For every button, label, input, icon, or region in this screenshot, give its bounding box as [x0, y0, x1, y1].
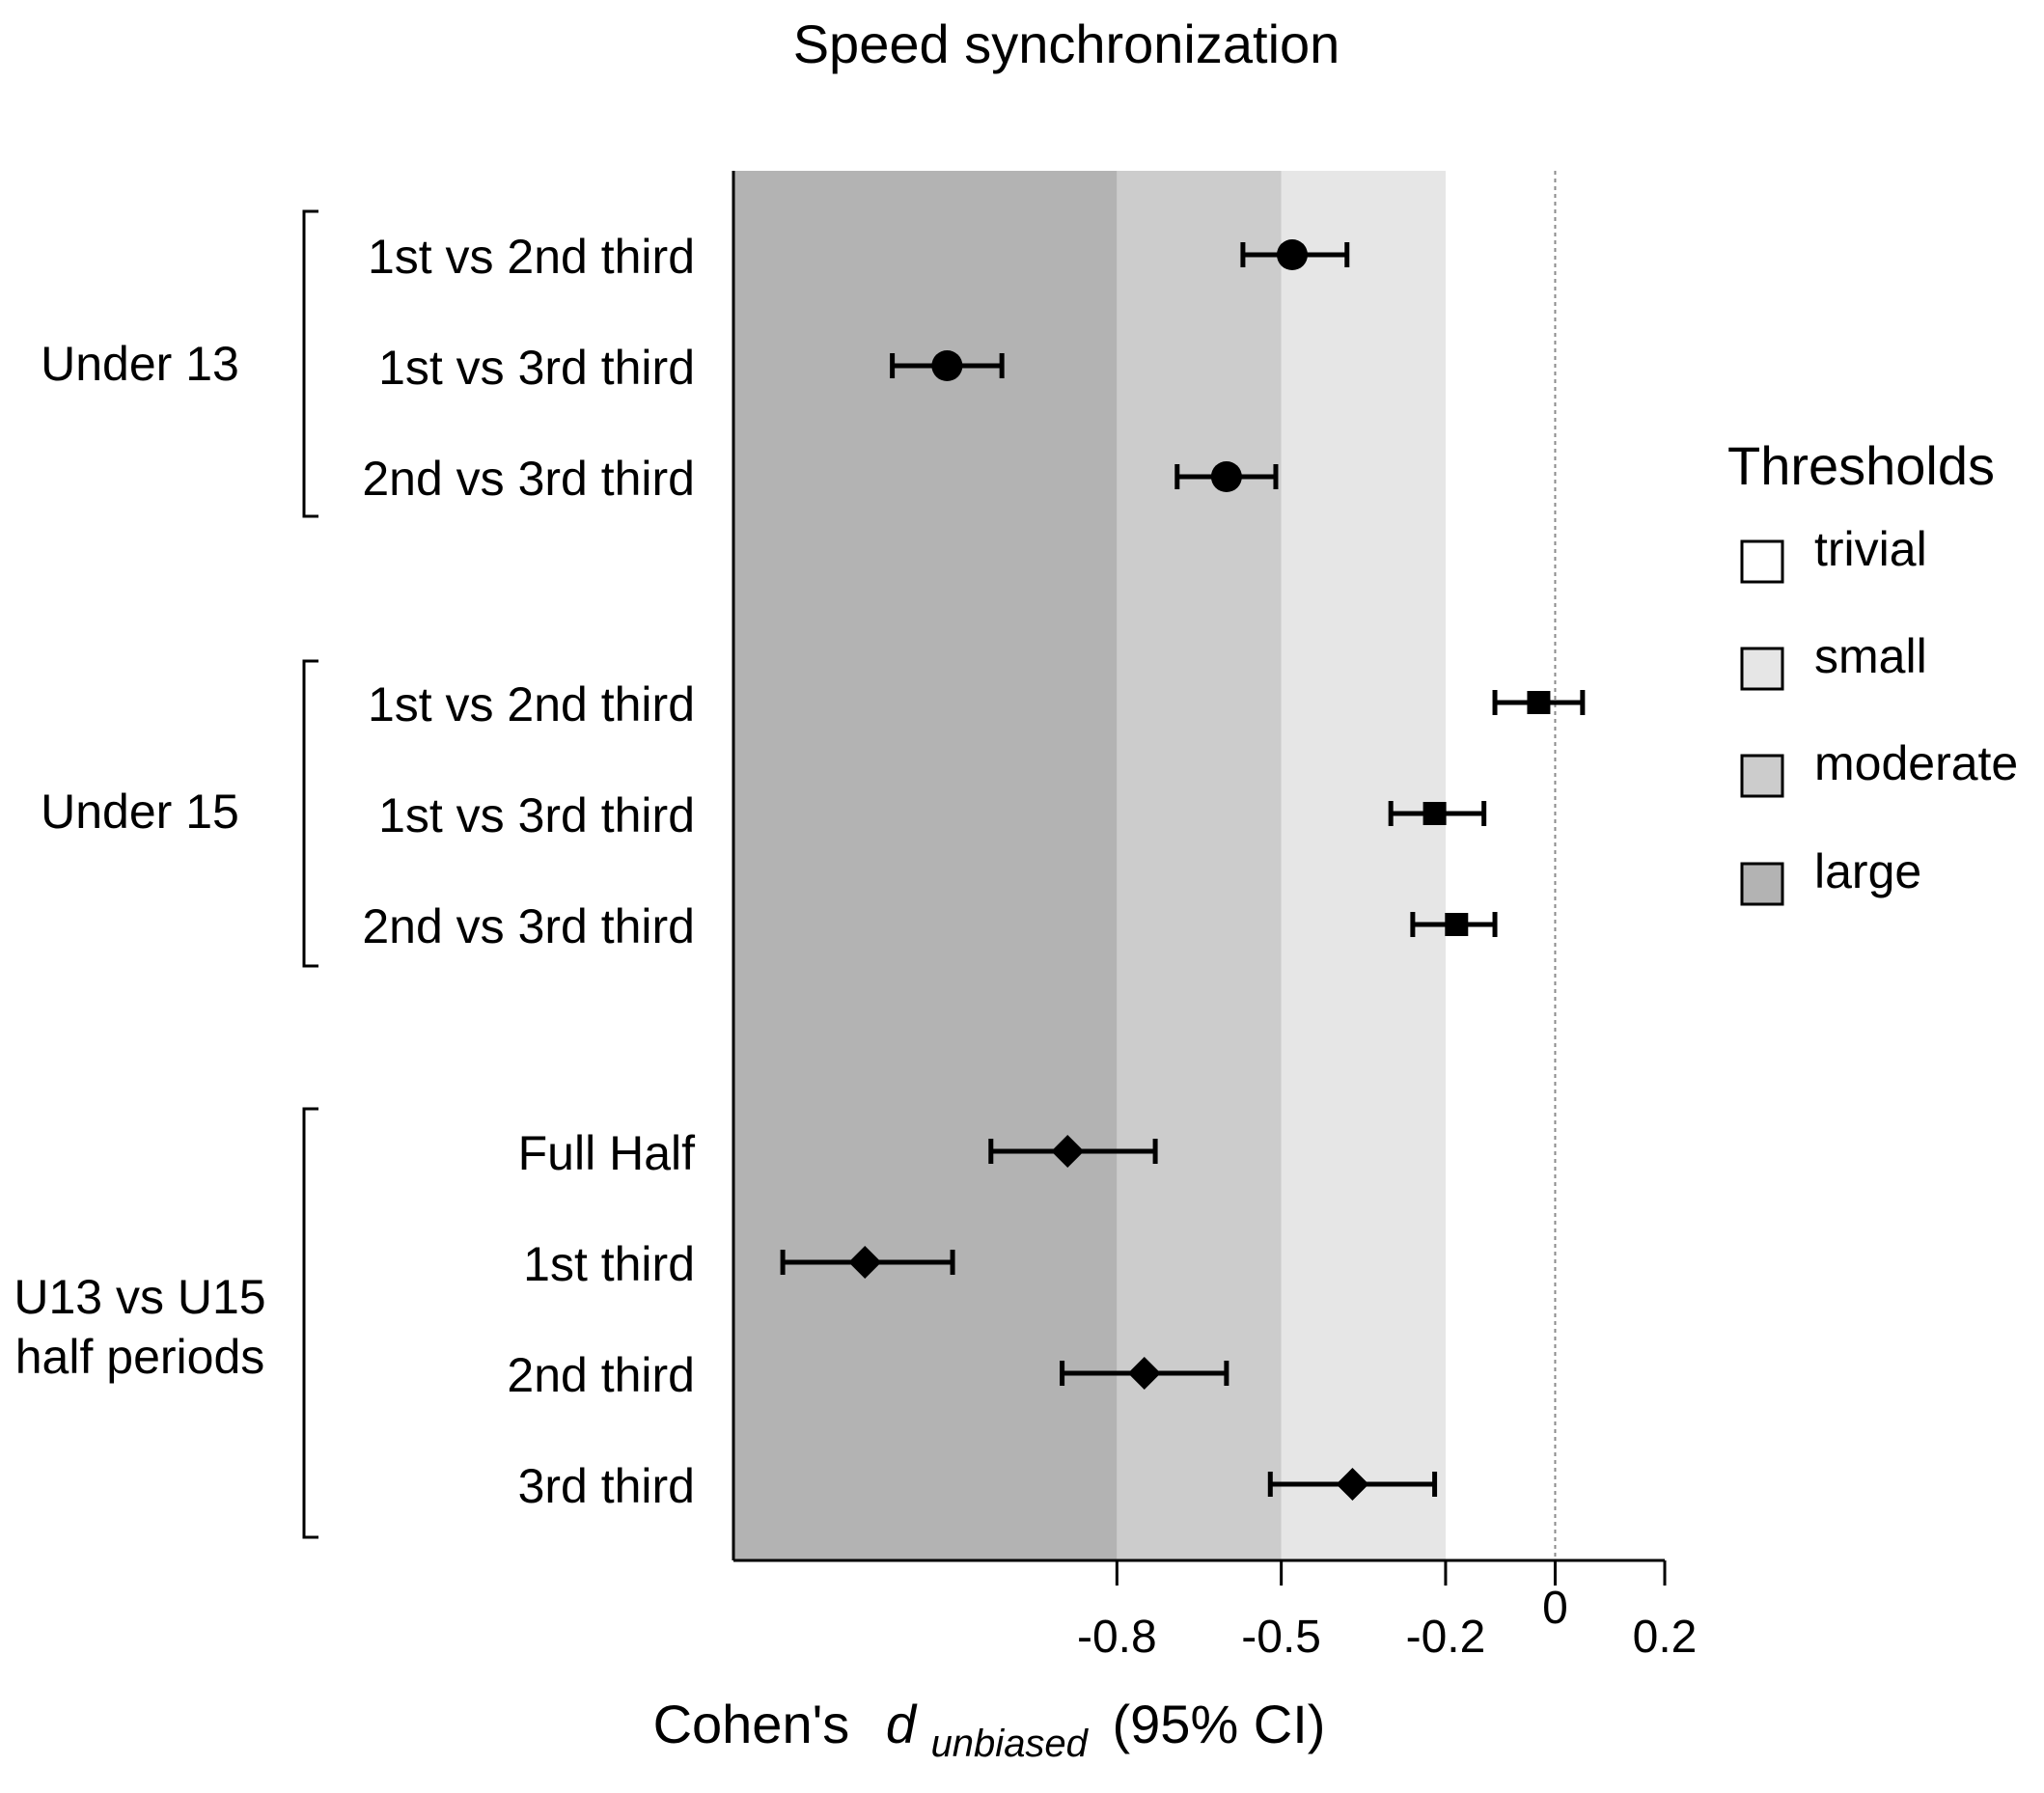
- point-diamond: [1051, 1135, 1085, 1168]
- point-circle: [1210, 461, 1242, 492]
- group-label-line: Under 13: [41, 337, 239, 391]
- row-label: 3rd third: [518, 1459, 695, 1513]
- group-label-line: U13 vs U15: [14, 1270, 265, 1324]
- legend: Thresholds trivial small moderate large: [1727, 435, 2018, 906]
- row: 1st vs 3rd third: [378, 788, 1487, 842]
- x-tick-label: -0.2: [1406, 1612, 1486, 1663]
- row: 1st vs 3rd third: [378, 341, 1005, 395]
- legend-swatch-small: [1740, 647, 1784, 691]
- row-label: 1st vs 2nd third: [368, 677, 695, 731]
- point-diamond: [1127, 1357, 1161, 1390]
- row: 1st third: [523, 1237, 955, 1291]
- row: 2nd vs 3rd third: [362, 452, 1279, 506]
- row-label: 1st vs 2nd third: [368, 230, 695, 284]
- chart-title: Speed synchronization: [793, 14, 1340, 74]
- x-axis-label-prefix: Cohen's: [653, 1694, 850, 1754]
- x-axis-label: Cohen's d unbiased (95% CI): [653, 1694, 1326, 1768]
- row-label: 2nd vs 3rd third: [362, 452, 695, 506]
- band-small: [1281, 171, 1446, 1560]
- row-label: 1st third: [523, 1237, 695, 1291]
- point-diamond: [848, 1246, 882, 1279]
- row: Full Half: [518, 1126, 1158, 1180]
- legend-swatch-trivial: [1740, 539, 1784, 584]
- band-moderate: [1117, 171, 1282, 1560]
- axes: -0.8 -0.5 -0.2 0 0.2: [732, 171, 1698, 1663]
- row: 2nd third: [507, 1348, 1229, 1402]
- point-square: [1527, 691, 1551, 714]
- x-axis-label-sub: unbiased: [931, 1723, 1090, 1765]
- legend-items: trivial small moderate large: [1740, 522, 2018, 906]
- legend-title: Thresholds: [1727, 435, 1995, 496]
- legend-swatch-large: [1740, 862, 1784, 906]
- x-tick-label: -0.5: [1241, 1612, 1321, 1663]
- point-square: [1423, 802, 1447, 825]
- row: 2nd vs 3rd third: [362, 899, 1498, 953]
- x-tick-label: 0.2: [1633, 1612, 1698, 1663]
- x-tick-label: -0.8: [1077, 1612, 1157, 1663]
- legend-swatch-moderate: [1740, 754, 1784, 798]
- legend-label-trivial: trivial: [1814, 522, 1927, 576]
- group-label: Under 15: [41, 785, 239, 839]
- point-square: [1445, 913, 1469, 936]
- group-bracket: [302, 209, 318, 518]
- x-axis-label-suffix: (95% CI): [1113, 1694, 1326, 1754]
- group-label-line: half periods: [15, 1330, 265, 1384]
- point-circle: [1277, 239, 1308, 270]
- point-diamond: [1336, 1468, 1369, 1501]
- row-label: 1st vs 3rd third: [378, 341, 695, 395]
- row-label: 2nd vs 3rd third: [362, 899, 695, 953]
- group-bracket: [302, 659, 318, 968]
- legend-label-small: small: [1814, 629, 1927, 683]
- row-label: 1st vs 3rd third: [378, 788, 695, 842]
- legend-label-large: large: [1814, 844, 1921, 898]
- row-label: 2nd third: [507, 1348, 695, 1402]
- threshold-bands: [733, 171, 1665, 1560]
- x-tick-label: 0: [1542, 1583, 1568, 1634]
- row: 3rd third: [518, 1459, 1438, 1513]
- row: 1st vs 2nd third: [368, 677, 1586, 731]
- point-circle: [931, 350, 963, 381]
- band-large: [733, 171, 1118, 1560]
- groups: Under 13 Under 15 U13 vs U15 half periods: [14, 209, 318, 1539]
- x-axis-label-var: d: [886, 1694, 918, 1754]
- group-label: Under 13: [41, 337, 239, 391]
- rows: 1st vs 2nd third 1st vs 3rd third 2nd vs 3…: [362, 230, 1586, 1513]
- row: 1st vs 2nd third: [368, 230, 1350, 284]
- group-bracket: [302, 1107, 318, 1539]
- group-label: U13 vs U15 half periods: [14, 1270, 265, 1384]
- row-label: Full Half: [518, 1126, 695, 1180]
- legend-label-moderate: moderate: [1814, 736, 2018, 790]
- group-label-line: Under 15: [41, 785, 239, 839]
